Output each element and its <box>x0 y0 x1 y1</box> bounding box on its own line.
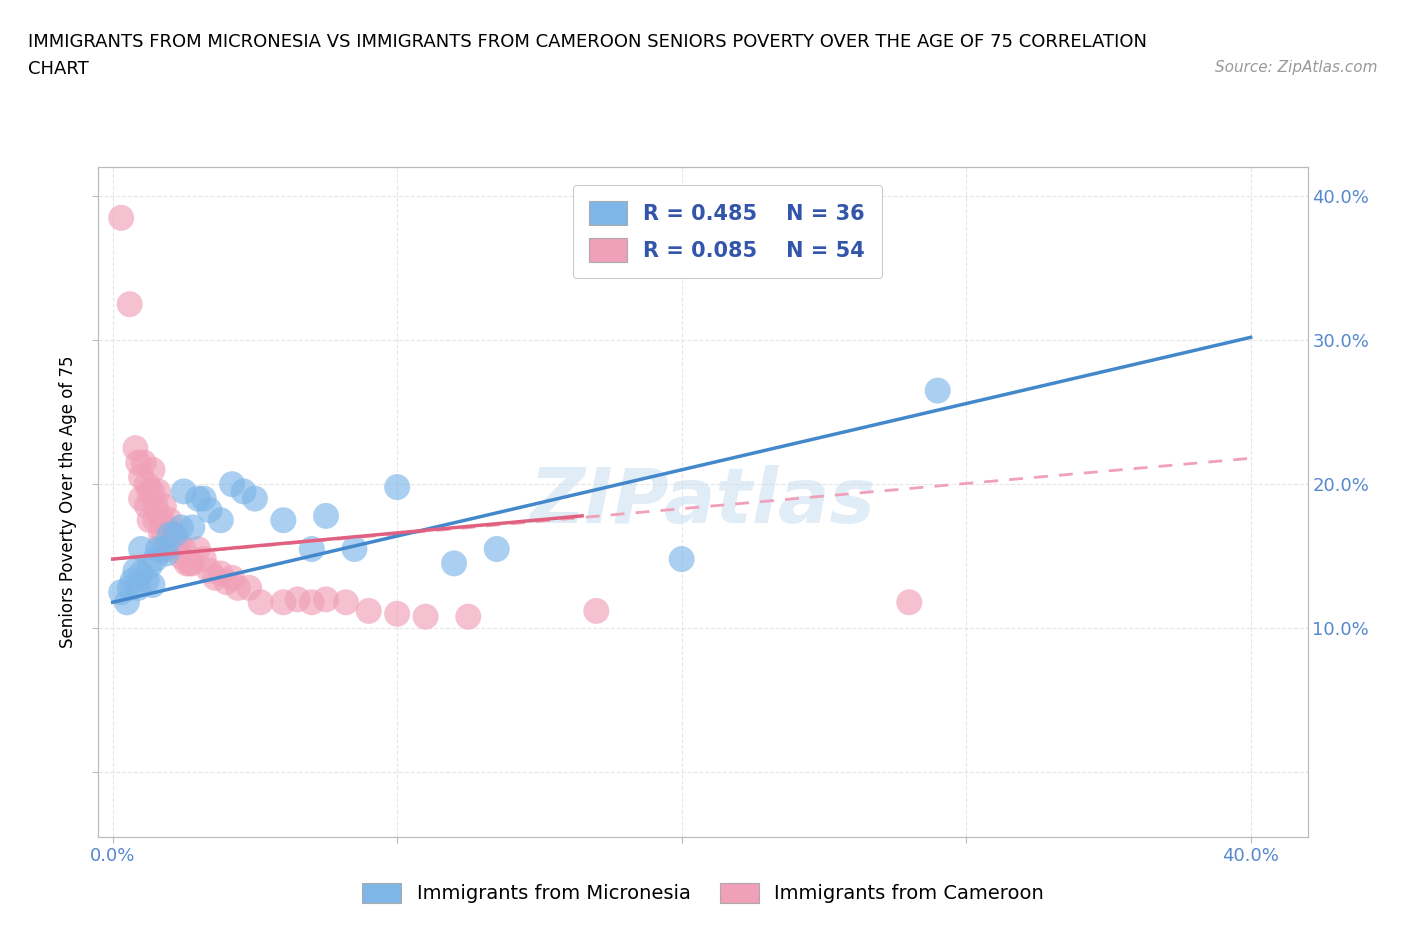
Point <box>132 455 155 470</box>
Point <box>357 604 380 618</box>
Point <box>135 477 157 492</box>
Point <box>127 455 149 470</box>
Point <box>156 520 179 535</box>
Point <box>129 470 152 485</box>
Point <box>121 573 143 588</box>
Point <box>150 527 173 542</box>
Point <box>135 573 157 588</box>
Point <box>585 604 607 618</box>
Point <box>301 541 323 556</box>
Point <box>159 538 181 552</box>
Point <box>898 595 921 610</box>
Point <box>153 527 176 542</box>
Point <box>215 575 238 590</box>
Point <box>315 592 337 607</box>
Point <box>118 580 141 595</box>
Point <box>273 512 295 527</box>
Point <box>167 538 190 552</box>
Point <box>209 566 232 581</box>
Point <box>153 498 176 513</box>
Point <box>176 556 198 571</box>
Point <box>146 484 169 498</box>
Point <box>198 503 221 518</box>
Point <box>343 541 366 556</box>
Point <box>173 541 195 556</box>
Point <box>162 527 184 542</box>
Point <box>143 551 166 566</box>
Point <box>138 512 160 527</box>
Point <box>124 441 146 456</box>
Point <box>287 592 309 607</box>
Point <box>141 578 163 592</box>
Point <box>249 595 271 610</box>
Point <box>143 498 166 513</box>
Point <box>179 556 201 571</box>
Point <box>457 609 479 624</box>
Point <box>209 512 232 527</box>
Point <box>385 606 408 621</box>
Point <box>273 595 295 610</box>
Point <box>127 580 149 595</box>
Point <box>150 512 173 527</box>
Point <box>141 484 163 498</box>
Point <box>187 491 209 506</box>
Point <box>129 541 152 556</box>
Point <box>118 297 141 312</box>
Point <box>146 541 169 556</box>
Text: CHART: CHART <box>28 60 89 78</box>
Legend: R = 0.485    N = 36, R = 0.085    N = 54: R = 0.485 N = 36, R = 0.085 N = 54 <box>572 184 882 278</box>
Point <box>156 541 179 556</box>
Legend: Immigrants from Micronesia, Immigrants from Cameroon: Immigrants from Micronesia, Immigrants f… <box>354 875 1052 911</box>
Point <box>135 498 157 513</box>
Point <box>181 556 204 571</box>
Point <box>173 484 195 498</box>
Point <box>159 527 181 542</box>
Point <box>204 570 226 585</box>
Point <box>671 551 693 566</box>
Point <box>146 506 169 521</box>
Text: Source: ZipAtlas.com: Source: ZipAtlas.com <box>1215 60 1378 75</box>
Point <box>226 580 249 595</box>
Point <box>193 551 215 566</box>
Point <box>443 556 465 571</box>
Point <box>159 512 181 527</box>
Point <box>232 484 254 498</box>
Point <box>221 477 243 492</box>
Point <box>110 585 132 600</box>
Point <box>156 546 179 561</box>
Point <box>181 520 204 535</box>
Point <box>415 609 437 624</box>
Point <box>165 538 187 552</box>
Point <box>143 512 166 527</box>
Point <box>385 480 408 495</box>
Point <box>198 564 221 578</box>
Point <box>141 462 163 477</box>
Point <box>243 491 266 506</box>
Point <box>221 570 243 585</box>
Text: ZIPatlas: ZIPatlas <box>530 465 876 539</box>
Point <box>129 491 152 506</box>
Point <box>335 595 357 610</box>
Point <box>138 484 160 498</box>
Point <box>170 549 193 564</box>
Point <box>170 520 193 535</box>
Point <box>301 595 323 610</box>
Point <box>138 559 160 574</box>
Point <box>153 541 176 556</box>
Point <box>165 527 187 542</box>
Point <box>110 210 132 225</box>
Point <box>115 595 138 610</box>
Y-axis label: Seniors Poverty Over the Age of 75: Seniors Poverty Over the Age of 75 <box>59 356 77 648</box>
Point <box>129 566 152 581</box>
Point <box>193 491 215 506</box>
Point <box>124 564 146 578</box>
Point <box>315 509 337 524</box>
Point <box>485 541 508 556</box>
Text: IMMIGRANTS FROM MICRONESIA VS IMMIGRANTS FROM CAMEROON SENIORS POVERTY OVER THE : IMMIGRANTS FROM MICRONESIA VS IMMIGRANTS… <box>28 33 1147 50</box>
Point <box>238 580 260 595</box>
Point <box>187 541 209 556</box>
Point <box>927 383 949 398</box>
